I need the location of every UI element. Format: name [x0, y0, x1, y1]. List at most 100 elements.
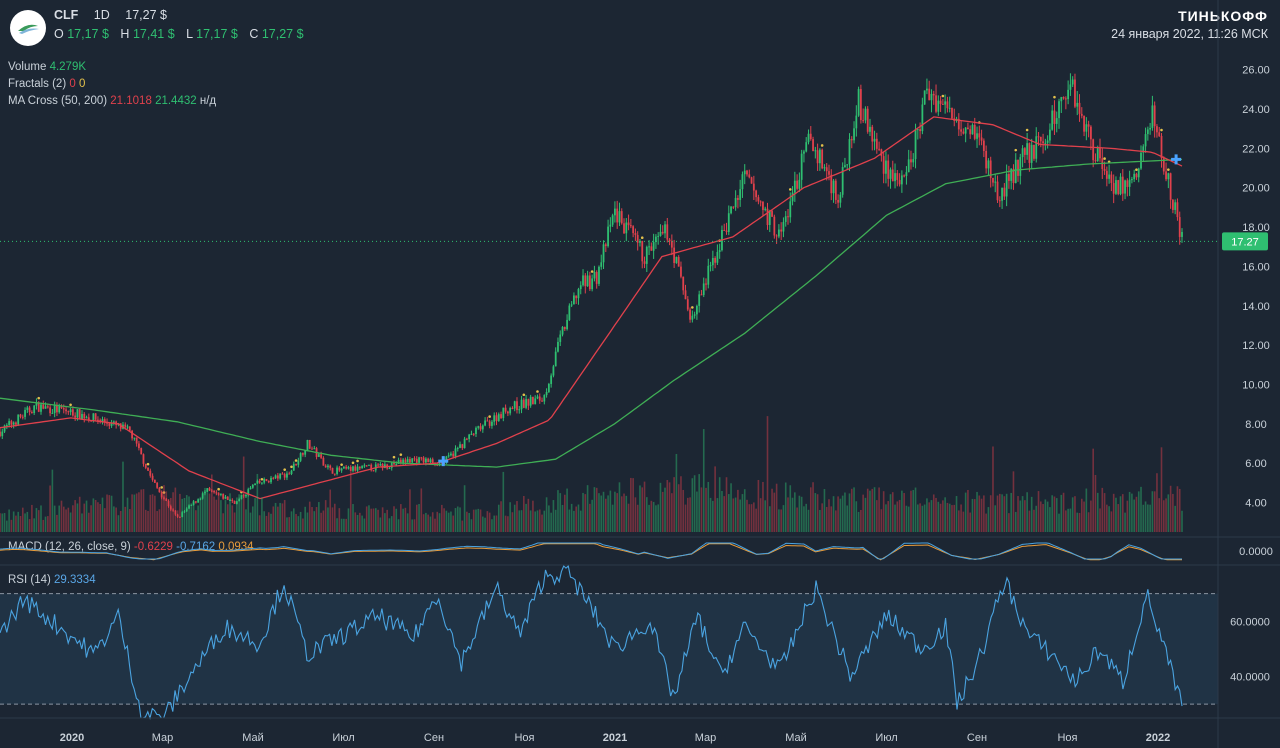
volume-bar — [333, 503, 336, 532]
fractal-marker — [290, 465, 293, 469]
last-price-badge — [1222, 232, 1268, 251]
price-tick-label: 12.00 — [1242, 340, 1270, 352]
volume-bar — [1049, 507, 1051, 532]
candle-body — [497, 414, 500, 422]
volume-bar — [3, 513, 6, 532]
candle-body — [1053, 110, 1056, 124]
candle-body — [395, 463, 398, 465]
candle-body — [782, 221, 785, 232]
candle-body — [390, 463, 393, 468]
candle-body — [506, 411, 509, 414]
legend-ma-cross[interactable]: MA Cross (50, 200) 21.1018 21.4432 н/д — [8, 95, 216, 107]
volume-bar — [714, 466, 716, 532]
volume-bar — [288, 517, 291, 532]
volume-bar — [49, 485, 51, 532]
candle-body — [349, 467, 352, 471]
candle-body — [762, 201, 764, 210]
candle-body — [798, 179, 801, 189]
candle-body — [1112, 182, 1115, 194]
candle-body — [1119, 176, 1122, 195]
candle-body — [40, 404, 42, 412]
fractal-marker — [820, 144, 824, 147]
volume-bar — [336, 518, 338, 532]
timestamp: 24 января 2022, 11:26 МСК — [1111, 27, 1268, 41]
volume-bar — [472, 509, 475, 532]
volume-bar — [297, 516, 300, 532]
fractal-marker — [788, 188, 792, 191]
candle-body — [716, 251, 719, 263]
volume-bar — [723, 496, 726, 532]
volume-bar — [623, 493, 625, 532]
candle-body — [329, 465, 332, 468]
volume-bar — [365, 506, 368, 532]
candle-body — [304, 450, 307, 455]
volume-bar — [819, 509, 821, 532]
candle-body — [513, 401, 516, 409]
candle-body — [190, 504, 193, 506]
volume-bar — [409, 489, 411, 532]
candle-body — [169, 506, 172, 510]
volume-bar — [292, 508, 295, 532]
volume-bar — [263, 511, 265, 532]
ticker-interval[interactable]: 1D — [93, 8, 110, 22]
candle-body — [1008, 174, 1010, 181]
volume-bar — [1149, 504, 1151, 532]
candle-body — [131, 430, 133, 439]
volume-bar — [413, 519, 416, 532]
candle-body — [128, 426, 131, 431]
volume-bar — [345, 518, 347, 532]
candle-body — [1153, 105, 1156, 127]
volume-bar — [791, 497, 794, 532]
candle-body — [668, 239, 671, 242]
time-tick-label: Мар — [152, 732, 174, 744]
volume-bar — [272, 506, 275, 532]
legend-fractals[interactable]: Fractals (2) 0 0 — [8, 78, 85, 90]
volume-bar — [374, 508, 377, 532]
volume-bar — [789, 485, 792, 532]
legend-rsi[interactable]: RSI (14) 29.3334 — [8, 574, 96, 586]
volume-bar — [771, 488, 773, 532]
candle-body — [1117, 180, 1120, 195]
legend-volume[interactable]: Volume 4.279K — [8, 61, 86, 73]
fractal-marker — [1167, 168, 1170, 171]
fractal-marker — [1025, 128, 1029, 132]
volume-bar — [1096, 492, 1099, 532]
candle-body — [862, 120, 865, 122]
candle-body — [388, 467, 391, 469]
candle-body — [732, 206, 735, 208]
candle-body — [586, 275, 589, 287]
volume-bar — [830, 506, 833, 532]
fractal-marker — [392, 455, 396, 459]
volume-bar — [855, 501, 858, 532]
candle-body — [290, 470, 293, 474]
candle-body — [504, 407, 507, 412]
candle-body — [199, 498, 202, 500]
legend-rsi-value: 29.3334 — [54, 574, 96, 586]
volume-bar — [1112, 493, 1115, 532]
volume-bar — [689, 497, 691, 532]
volume-bar — [167, 499, 170, 532]
volume-bar — [589, 503, 591, 532]
ticker-symbol[interactable]: CLF — [54, 8, 79, 22]
fractal-marker — [37, 396, 41, 400]
volume-bar — [611, 504, 614, 532]
volume-bar — [600, 495, 603, 532]
volume-bar — [0, 513, 1, 532]
rsi-line — [0, 564, 1183, 720]
candle-body — [65, 409, 67, 412]
candle-body — [711, 258, 714, 266]
candle-body — [1003, 187, 1006, 197]
candle-body — [629, 225, 632, 227]
candle-body — [85, 417, 88, 419]
volume-bar — [85, 500, 88, 532]
volume-bar — [1126, 500, 1129, 532]
candle-body — [525, 399, 527, 408]
volume-bar — [513, 504, 516, 532]
candle-body — [579, 285, 582, 290]
volume-bar — [133, 494, 136, 532]
volume-bar — [707, 481, 710, 532]
candle-body — [616, 208, 619, 223]
volume-bar — [390, 516, 393, 532]
volume-bar — [889, 494, 892, 532]
